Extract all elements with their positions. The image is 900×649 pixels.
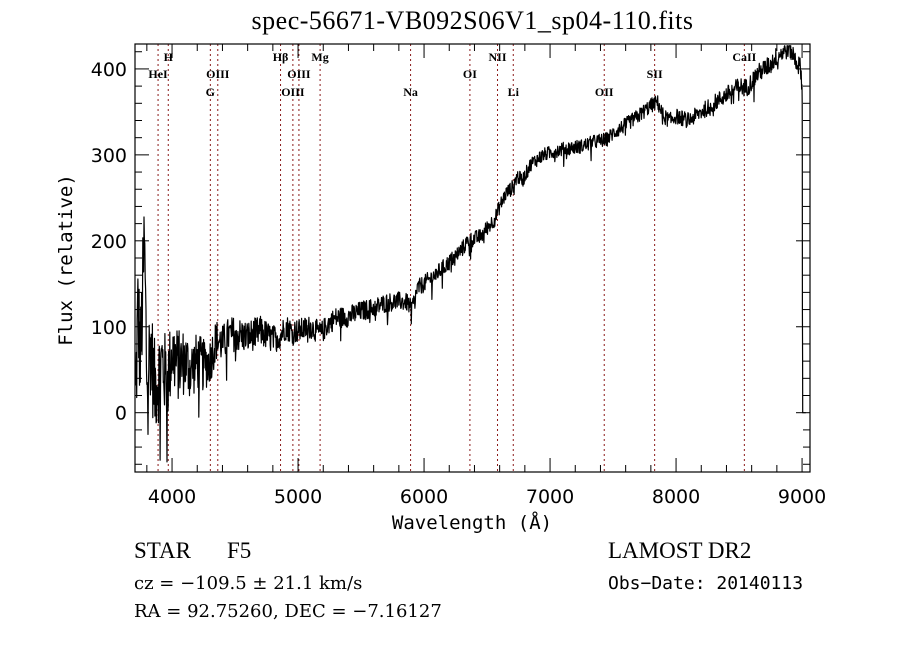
x-tick-label: 8000 xyxy=(652,486,700,508)
spectral-line-label: OII xyxy=(595,85,614,99)
x-tick-label: 4000 xyxy=(148,486,196,508)
spectral-line-label: OIII xyxy=(287,67,311,81)
x-axis-label: Wavelength (Å) xyxy=(392,511,552,534)
spectral-line-label: G xyxy=(206,85,215,99)
subclass-label: F5 xyxy=(226,538,252,563)
chart-title: spec-56671-VB092S06V1_sp04-110.fits xyxy=(251,6,694,35)
spectral-line-label: OI xyxy=(463,67,477,81)
redshift-info: cz = −109.5 ± 21.1 km/s xyxy=(134,573,363,594)
y-tick-label: 100 xyxy=(91,317,127,339)
obs-date: Obs−Date: 20140113 xyxy=(608,573,804,594)
spectral-line-label: Na xyxy=(403,85,418,99)
spectral-line-label: Li xyxy=(508,85,520,99)
spectral-line-label: CaII xyxy=(732,50,756,64)
spectral-line-label: OIII xyxy=(206,67,230,81)
object-class: STAR F5 xyxy=(134,538,251,564)
spectral-line-label: Hβ xyxy=(273,50,289,64)
class-label: STAR xyxy=(134,538,191,563)
axis-ticks: 4000 5000 6000 7000 8000 9000 0 100 200 300 400 xyxy=(91,44,826,508)
survey-label: LAMOST DR2 xyxy=(608,538,752,563)
x-tick-label: 5000 xyxy=(274,486,322,508)
spectral-line-label: SII xyxy=(647,67,663,81)
y-axis-label: Flux (relative) xyxy=(55,174,77,346)
spectral-line-label: NII xyxy=(489,50,507,64)
y-tick-label: 300 xyxy=(91,145,127,167)
y-tick-label: 400 xyxy=(91,59,127,81)
y-tick-label: 0 xyxy=(115,403,127,425)
x-tick-label: 7000 xyxy=(526,486,574,508)
coordinates-info: RA = 92.75260, DEC = −7.16127 xyxy=(134,601,442,622)
spectral-line-label: HeI xyxy=(148,67,168,81)
y-tick-label: 200 xyxy=(91,231,127,253)
spectral-line-label: OIII xyxy=(281,85,305,99)
x-tick-label: 9000 xyxy=(778,486,826,508)
spectrum-line xyxy=(134,45,806,463)
x-tick-label: 6000 xyxy=(400,486,448,508)
spectral-line-label: H xyxy=(164,50,174,64)
spectral-line-label: Mg xyxy=(311,50,328,64)
